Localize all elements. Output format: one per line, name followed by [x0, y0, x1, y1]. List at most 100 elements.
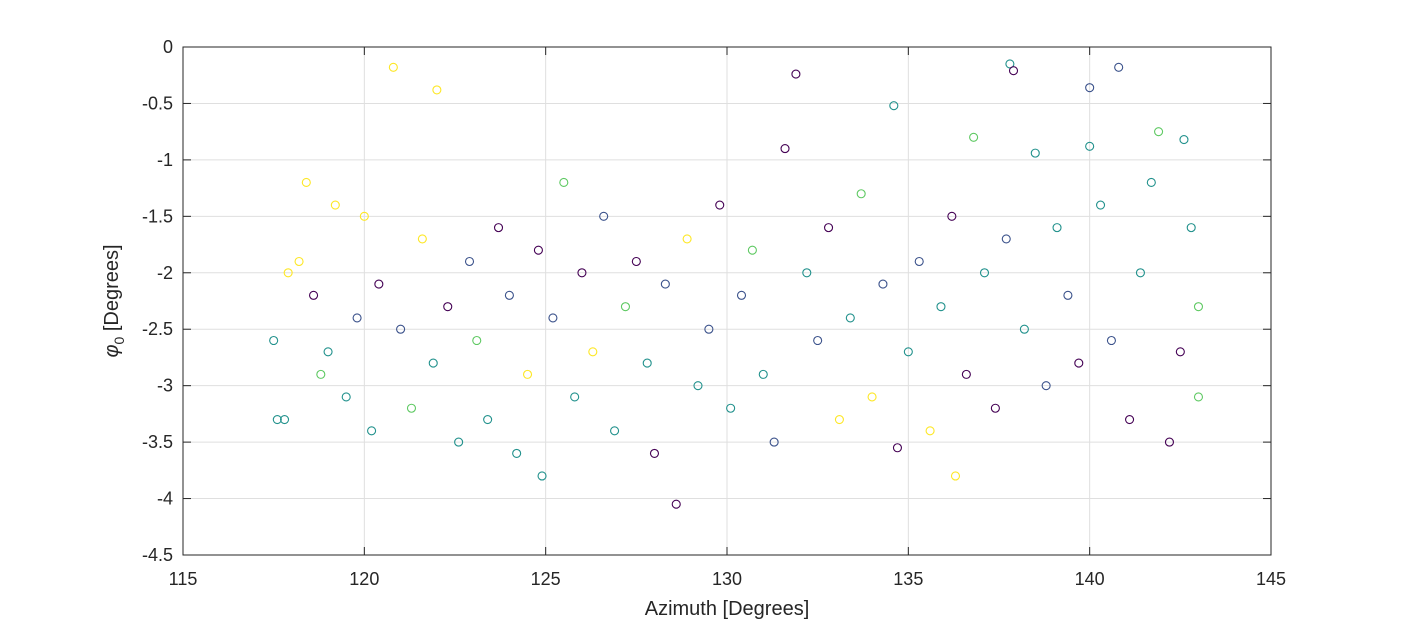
data-point	[969, 132, 979, 142]
y-axis-title-symbol: φ	[101, 345, 123, 358]
data-point	[1030, 148, 1040, 158]
data-points	[269, 59, 1204, 509]
data-point	[1005, 59, 1015, 69]
data-point	[979, 268, 990, 278]
data-point	[1074, 358, 1084, 368]
data-point	[834, 414, 844, 425]
data-point	[878, 279, 888, 289]
data-point	[961, 369, 971, 379]
data-point	[454, 437, 464, 447]
data-point	[1175, 347, 1185, 357]
data-point	[736, 290, 747, 300]
data-point	[570, 392, 580, 402]
data-point	[990, 403, 1000, 413]
data-point	[588, 347, 598, 357]
data-point	[374, 279, 384, 289]
data-point	[1019, 324, 1029, 334]
data-point	[1164, 437, 1175, 447]
data-point	[1095, 200, 1106, 210]
data-point	[903, 347, 913, 357]
data-point	[352, 313, 362, 323]
data-point	[1146, 177, 1156, 188]
y-tick-label: -1	[157, 150, 173, 170]
data-point	[726, 403, 736, 413]
data-point	[323, 347, 333, 357]
data-point	[642, 358, 652, 368]
data-point	[780, 144, 790, 154]
data-point	[406, 403, 417, 413]
y-tick-label: -3.5	[142, 432, 173, 452]
y-tick-label: -2	[157, 263, 173, 283]
data-point	[1193, 302, 1204, 312]
data-point	[889, 101, 899, 111]
data-point	[1052, 223, 1062, 233]
data-point	[512, 448, 522, 458]
x-axis: 115 120 125 130 135 140 145	[169, 47, 1286, 589]
x-tick-label: 115	[169, 569, 198, 589]
data-point	[1085, 83, 1095, 93]
data-point	[867, 392, 877, 402]
data-point	[309, 290, 319, 300]
data-point	[294, 256, 304, 267]
data-point	[330, 200, 340, 210]
data-point	[950, 471, 961, 481]
x-axis-title: Azimuth [Degrees]	[645, 598, 810, 620]
data-point	[813, 335, 823, 346]
data-point	[1179, 135, 1189, 145]
y-tick-label: -0.5	[142, 93, 173, 113]
data-point	[704, 324, 714, 334]
data-point	[428, 358, 438, 368]
data-point	[610, 426, 620, 436]
data-point	[1186, 223, 1196, 233]
x-tick-label: 135	[893, 569, 923, 589]
y-tick-label: -1.5	[142, 206, 173, 226]
data-point	[279, 414, 290, 425]
data-point	[631, 256, 641, 267]
data-point	[269, 335, 279, 346]
data-point	[464, 256, 475, 267]
data-point	[671, 499, 681, 509]
data-point	[791, 69, 801, 79]
data-point	[443, 302, 453, 312]
x-tick-label: 130	[712, 569, 742, 589]
y-axis-title-subscript: 0	[111, 337, 127, 345]
data-point	[1063, 290, 1073, 300]
data-point	[341, 392, 351, 402]
data-point	[504, 290, 514, 300]
data-point	[1125, 414, 1135, 425]
data-point	[537, 471, 547, 481]
x-tick-label: 120	[349, 569, 379, 589]
data-point	[472, 335, 482, 346]
data-point	[758, 369, 768, 379]
data-point	[693, 381, 703, 391]
data-point	[925, 426, 935, 436]
data-point	[823, 223, 834, 233]
data-point	[947, 211, 957, 221]
data-point	[548, 313, 558, 323]
data-point	[283, 268, 293, 278]
data-point	[892, 443, 903, 453]
data-point	[914, 256, 924, 267]
y-tick-label: -2.5	[142, 319, 173, 339]
y-axis: 0 -0.5 -1 -1.5 -2 -2.5 -3 -3.5 -4 -4.5	[142, 37, 1271, 565]
y-axis-title-unit: [Degrees]	[101, 244, 123, 336]
data-point	[802, 268, 812, 278]
data-point	[493, 223, 504, 233]
data-point	[715, 200, 725, 210]
data-point	[359, 211, 369, 221]
data-point	[1193, 392, 1204, 402]
data-point	[577, 268, 587, 278]
data-point	[533, 245, 543, 255]
data-point	[559, 177, 569, 188]
data-point	[620, 302, 631, 312]
data-point	[1114, 62, 1124, 72]
data-point	[432, 85, 442, 95]
data-point	[936, 302, 946, 312]
data-point	[396, 324, 406, 334]
data-point	[367, 426, 377, 436]
data-point	[417, 234, 427, 244]
data-point	[747, 245, 757, 255]
data-point	[682, 234, 692, 244]
data-point	[1008, 66, 1019, 76]
